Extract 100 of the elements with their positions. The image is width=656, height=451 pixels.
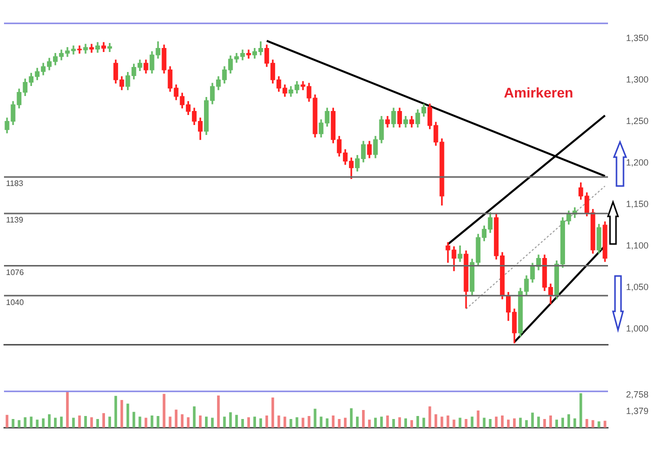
bar — [604, 420, 606, 428]
bar — [519, 418, 522, 428]
bar — [102, 413, 105, 428]
bar — [24, 417, 26, 428]
bar — [72, 418, 75, 428]
bar — [42, 418, 45, 428]
bar — [561, 418, 564, 428]
bar — [12, 418, 14, 428]
bar — [302, 418, 304, 428]
bar — [156, 416, 160, 428]
bar — [422, 418, 426, 428]
bar — [144, 418, 148, 428]
ref-line-label: 1076 — [6, 268, 24, 277]
bar — [586, 418, 588, 428]
bar — [180, 414, 184, 428]
bar — [60, 416, 63, 428]
bar — [598, 421, 600, 428]
bar — [198, 415, 202, 428]
y-tick-label: 2,758 — [626, 389, 649, 400]
bar — [265, 415, 268, 428]
y-tick-label: 1,050 — [626, 282, 649, 292]
bar — [48, 414, 51, 428]
bar — [217, 395, 220, 428]
bar — [186, 417, 190, 428]
bar — [235, 414, 238, 428]
bar — [579, 393, 582, 428]
bar — [543, 418, 546, 428]
bar — [66, 391, 69, 428]
bar — [326, 418, 328, 428]
bar — [36, 420, 39, 428]
ref-line-label: 1040 — [6, 298, 24, 307]
annotation: Amirkeren — [504, 84, 574, 100]
y-tick-label: 1,100 — [626, 240, 649, 250]
bar — [592, 420, 594, 428]
bar — [356, 416, 359, 428]
bar — [211, 418, 214, 428]
bar — [308, 416, 310, 428]
bar — [555, 420, 558, 428]
bar — [96, 418, 99, 428]
bar — [223, 416, 226, 428]
bar — [362, 410, 365, 428]
bar — [296, 417, 298, 428]
bar — [30, 416, 33, 428]
bar — [241, 418, 244, 428]
bar — [229, 412, 232, 428]
candlestick — [77, 45, 82, 54]
bar — [446, 415, 450, 428]
bar — [271, 397, 274, 428]
bar — [386, 415, 389, 428]
bar — [126, 404, 130, 428]
bar — [108, 416, 112, 428]
bar — [416, 416, 420, 428]
ref-line-label: 1139 — [6, 216, 24, 225]
bar — [314, 408, 316, 428]
y-tick-label: 1,350 — [626, 32, 649, 43]
bar — [150, 415, 154, 428]
bar — [174, 410, 178, 428]
bar — [470, 416, 474, 428]
bar — [513, 418, 516, 428]
bar — [368, 420, 371, 428]
bar — [320, 416, 322, 428]
bar — [284, 416, 286, 428]
bar — [380, 416, 383, 428]
bar — [525, 420, 528, 428]
bar — [54, 418, 57, 428]
y-tick-label: 1,000 — [626, 323, 649, 334]
bar — [452, 420, 456, 428]
bar — [567, 414, 570, 428]
bar — [392, 418, 395, 428]
bar — [78, 415, 81, 428]
bar — [192, 406, 196, 428]
bar — [277, 415, 280, 428]
bar — [253, 416, 256, 428]
bar — [132, 412, 136, 428]
bar — [6, 414, 8, 428]
bar — [90, 417, 93, 428]
bar — [398, 417, 401, 428]
bar — [350, 408, 353, 428]
y-tick-label: 1,250 — [626, 116, 649, 126]
bar — [18, 420, 20, 428]
bar — [404, 418, 407, 428]
bar — [537, 416, 540, 428]
bar — [162, 394, 166, 428]
bar — [259, 418, 262, 428]
bar — [247, 417, 250, 428]
bar — [488, 418, 492, 428]
y-tick-label: 1,379 — [626, 406, 649, 416]
bar — [410, 420, 414, 428]
bar — [476, 410, 480, 428]
bar — [332, 415, 335, 428]
y-tick-label: 1,150 — [626, 198, 649, 209]
bar — [120, 400, 124, 428]
bar — [434, 414, 438, 428]
y-tick-label: 1,200 — [626, 157, 649, 168]
bar — [374, 418, 377, 428]
bar — [507, 420, 510, 428]
bar — [428, 406, 432, 428]
bar — [494, 416, 498, 428]
bar — [464, 418, 468, 428]
bar — [531, 412, 534, 428]
